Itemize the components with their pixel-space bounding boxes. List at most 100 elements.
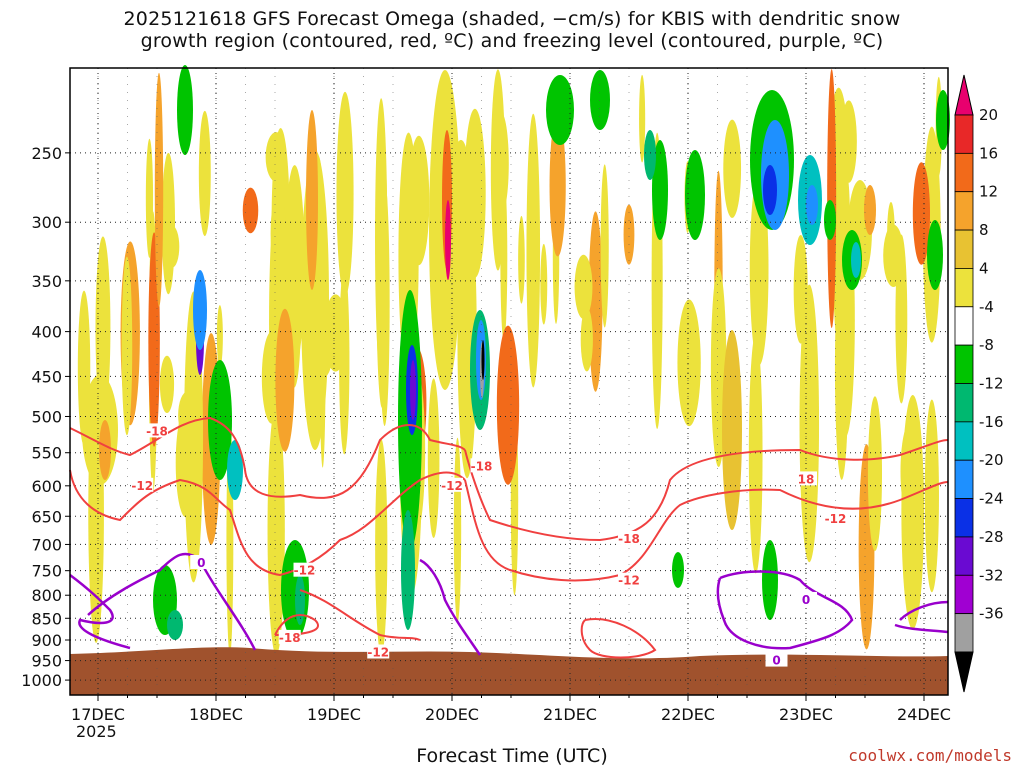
freezing-contour-line <box>894 600 949 634</box>
omega-shading-cell <box>295 575 305 625</box>
x-tick-label: 21DEC <box>543 705 597 724</box>
freezing-contour-label-bg <box>795 591 817 606</box>
omega-shading-cell <box>265 132 287 182</box>
dendritic-contour-line <box>69 469 466 577</box>
omega-shading-cell <box>481 340 485 380</box>
y-tick-label: 450 <box>31 367 62 386</box>
omega-shading-cell <box>806 185 818 225</box>
dendritic-contour-line <box>464 439 949 542</box>
dendritic-contour-label: -12 <box>441 479 463 493</box>
y-tick-label: 400 <box>31 323 62 342</box>
omega-shading-cell <box>840 100 857 183</box>
dendritic-contour-label: -18 <box>471 459 493 473</box>
omega-shading-cell <box>799 284 820 563</box>
omega-shading-cell <box>267 405 285 655</box>
chart-title-line-2: growth region (contoured, red, ºC) and f… <box>140 30 884 52</box>
plot-frame <box>69 67 949 696</box>
dendritic-contour-line <box>299 589 421 641</box>
y-tick-label: 350 <box>31 272 62 291</box>
y-tick-label: 950 <box>31 652 62 671</box>
omega-shading-cell <box>177 65 193 155</box>
colorbar-label: 12 <box>979 183 998 201</box>
x-tick-label: 17DEC <box>71 705 125 724</box>
omega-shading-cell <box>600 164 609 328</box>
dendritic-contour-label: -12 <box>618 574 640 588</box>
omega-shading <box>77 65 950 655</box>
omega-shading-cell <box>887 202 895 264</box>
colorbar-cell <box>954 613 974 653</box>
colorbar-cell <box>954 114 974 154</box>
omega-shading-cell <box>445 200 451 280</box>
omega-shading-cell <box>323 294 348 372</box>
freezing-contour-label: 0 <box>197 556 205 570</box>
colorbar-label: -32 <box>979 566 1004 584</box>
colorbar-label: -12 <box>979 375 1004 393</box>
freezing-contour-line <box>87 552 257 651</box>
omega-shading-cell <box>490 69 506 271</box>
omega-shading-cell <box>540 243 548 325</box>
omega-shading-cell <box>936 90 950 150</box>
colorbar-cell <box>954 344 974 384</box>
dendritic-contour-label-bg <box>146 423 168 438</box>
dendritic-contour-label-bg <box>618 530 640 545</box>
omega-shading-cell <box>99 420 111 480</box>
dendritic-contour-label: -12 <box>367 645 389 659</box>
dendritic-growth-contours <box>69 416 949 659</box>
omega-shading-cell <box>121 256 133 436</box>
omega-shading-cell <box>95 236 111 420</box>
dendritic-contour-label: -12 <box>294 564 316 578</box>
y-tick-label: 900 <box>31 631 62 650</box>
y-tick-label: 550 <box>31 444 62 463</box>
freezing-contour-label-bg <box>765 652 788 667</box>
omega-shading-cell <box>464 108 486 278</box>
omega-shading-cell <box>824 200 836 240</box>
dendritic-contour-line <box>464 479 949 582</box>
omega-shading-cell <box>336 91 354 296</box>
credit-link[interactable]: coolwx.com/models <box>848 746 1012 765</box>
omega-shading-cell <box>762 540 778 620</box>
omega-shading-cell <box>672 552 684 588</box>
colorbar-cell <box>954 306 974 346</box>
freezing-contour-label: 0 <box>772 654 780 668</box>
omega-shading-cell <box>376 128 388 408</box>
omega-shading-cell <box>685 150 705 240</box>
omega-shading-cell <box>722 330 742 530</box>
colorbar-label: 4 <box>979 259 989 277</box>
freezing-contour-line <box>716 570 854 650</box>
dendritic-contour-label-bg <box>131 477 154 492</box>
omega-shading-cell <box>644 130 656 180</box>
omega-shading-cell <box>723 119 742 218</box>
colorbar-label: -20 <box>979 451 1004 469</box>
omega-shading-cell <box>827 69 837 328</box>
grid-lines <box>70 68 948 695</box>
y-tick-label: 850 <box>31 609 62 628</box>
omega-shading-cell <box>639 74 646 163</box>
omega-shading-cell <box>924 399 939 593</box>
dendritic-contour-label: -12 <box>131 479 153 493</box>
dendritic-contour-label-bg <box>824 511 847 526</box>
omega-shading-cell <box>375 439 388 655</box>
omega-shading-cell <box>216 305 223 368</box>
omega-shading-cell <box>496 325 520 485</box>
freezing-contour-line <box>419 558 482 656</box>
omega-shading-cell <box>306 110 318 290</box>
colorbar-label: -16 <box>979 413 1004 431</box>
y-tick-label: 650 <box>31 507 62 526</box>
omega-shading-cell <box>518 215 525 304</box>
omega-shading-cell <box>275 308 295 452</box>
omega-shading-cell <box>401 510 415 630</box>
y-tick-label: 700 <box>31 535 62 554</box>
colorbar-cell <box>954 498 974 538</box>
x-tick-label: 24DEC <box>897 705 951 724</box>
colorbar: 20 16 12 8 4 -4 -8 -12 -16 -20 -24 -28 -32 -36 <box>954 74 1004 693</box>
omega-shading-cell <box>227 440 243 500</box>
colorbar-cell <box>954 574 974 615</box>
omega-shading-cell <box>159 355 175 414</box>
x-tick-label: 19DEC <box>307 705 361 724</box>
dendritic-contour-label: -18 <box>146 424 168 438</box>
y-tick-label: 500 <box>31 407 62 426</box>
dendritic-contour-label: -12 <box>825 512 847 526</box>
y-tick-label: 1000 <box>21 671 62 690</box>
omega-shading-cell <box>526 113 541 388</box>
